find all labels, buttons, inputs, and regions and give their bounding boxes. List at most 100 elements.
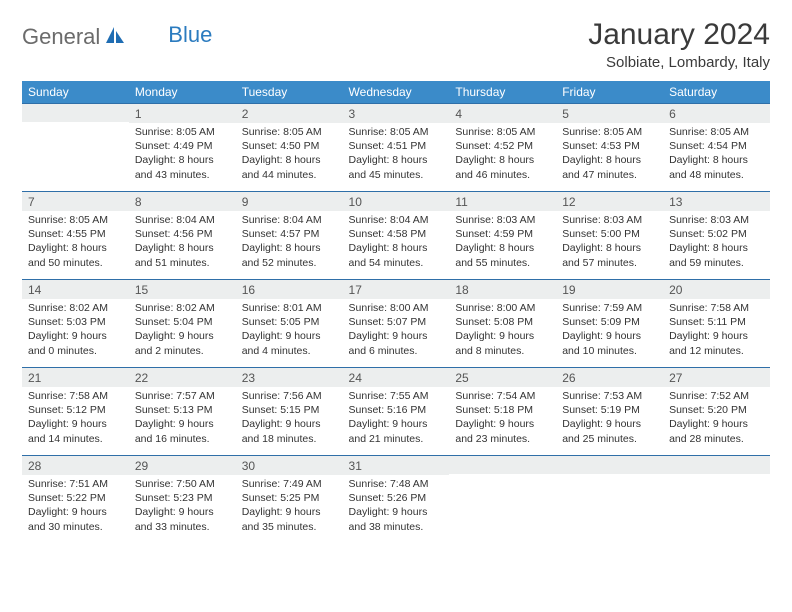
detail-line: and 33 minutes. — [135, 520, 230, 534]
logo: General Blue — [22, 18, 212, 50]
day-details: Sunrise: 8:00 AMSunset: 5:08 PMDaylight:… — [449, 299, 556, 362]
day-cell — [449, 456, 556, 544]
day-cell: 4Sunrise: 8:05 AMSunset: 4:52 PMDaylight… — [449, 104, 556, 192]
detail-line: Sunrise: 7:58 AM — [28, 389, 123, 403]
day-number: 31 — [343, 456, 450, 475]
detail-line: Sunrise: 8:00 AM — [455, 301, 550, 315]
week-row: 14Sunrise: 8:02 AMSunset: 5:03 PMDayligh… — [22, 280, 770, 368]
day-cell: 10Sunrise: 8:04 AMSunset: 4:58 PMDayligh… — [343, 192, 450, 280]
detail-line: and 45 minutes. — [349, 168, 444, 182]
day-number: 26 — [556, 368, 663, 387]
detail-line: Sunset: 4:55 PM — [28, 227, 123, 241]
detail-line: Sunrise: 7:59 AM — [562, 301, 657, 315]
day-details: Sunrise: 7:53 AMSunset: 5:19 PMDaylight:… — [556, 387, 663, 450]
detail-line: and 46 minutes. — [455, 168, 550, 182]
day-number: 23 — [236, 368, 343, 387]
detail-line: Sunset: 4:54 PM — [669, 139, 764, 153]
day-details: Sunrise: 7:48 AMSunset: 5:26 PMDaylight:… — [343, 475, 450, 538]
detail-line: Sunrise: 8:05 AM — [455, 125, 550, 139]
day-details: Sunrise: 8:03 AMSunset: 5:02 PMDaylight:… — [663, 211, 770, 274]
day-cell: 3Sunrise: 8:05 AMSunset: 4:51 PMDaylight… — [343, 104, 450, 192]
detail-line: Sunrise: 8:02 AM — [28, 301, 123, 315]
day-number: 11 — [449, 192, 556, 211]
day-details: Sunrise: 8:04 AMSunset: 4:57 PMDaylight:… — [236, 211, 343, 274]
detail-line: and 25 minutes. — [562, 432, 657, 446]
detail-line: and 44 minutes. — [242, 168, 337, 182]
detail-line: Daylight: 8 hours — [562, 241, 657, 255]
day-details: Sunrise: 8:01 AMSunset: 5:05 PMDaylight:… — [236, 299, 343, 362]
detail-line: Sunset: 4:50 PM — [242, 139, 337, 153]
detail-line: Sunrise: 7:53 AM — [562, 389, 657, 403]
detail-line: Sunset: 5:12 PM — [28, 403, 123, 417]
day-number: 17 — [343, 280, 450, 299]
day-details: Sunrise: 7:55 AMSunset: 5:16 PMDaylight:… — [343, 387, 450, 450]
detail-line: Sunrise: 7:49 AM — [242, 477, 337, 491]
detail-line: Sunset: 5:05 PM — [242, 315, 337, 329]
day-details: Sunrise: 7:49 AMSunset: 5:25 PMDaylight:… — [236, 475, 343, 538]
detail-line: Daylight: 9 hours — [135, 417, 230, 431]
day-number: 10 — [343, 192, 450, 211]
day-number — [449, 456, 556, 474]
detail-line: Sunrise: 8:05 AM — [562, 125, 657, 139]
day-cell: 17Sunrise: 8:00 AMSunset: 5:07 PMDayligh… — [343, 280, 450, 368]
detail-line: and 57 minutes. — [562, 256, 657, 270]
detail-line: Daylight: 8 hours — [242, 241, 337, 255]
detail-line: Sunrise: 8:04 AM — [135, 213, 230, 227]
day-cell: 11Sunrise: 8:03 AMSunset: 4:59 PMDayligh… — [449, 192, 556, 280]
day-cell: 21Sunrise: 7:58 AMSunset: 5:12 PMDayligh… — [22, 368, 129, 456]
page-header: General Blue January 2024 Solbiate, Lomb… — [22, 18, 770, 71]
day-number: 16 — [236, 280, 343, 299]
week-row: 1Sunrise: 8:05 AMSunset: 4:49 PMDaylight… — [22, 104, 770, 192]
detail-line: Daylight: 8 hours — [135, 153, 230, 167]
detail-line: Sunrise: 8:04 AM — [242, 213, 337, 227]
detail-line: and 50 minutes. — [28, 256, 123, 270]
detail-line: Sunrise: 7:48 AM — [349, 477, 444, 491]
detail-line: and 18 minutes. — [242, 432, 337, 446]
detail-line: and 54 minutes. — [349, 256, 444, 270]
day-cell: 9Sunrise: 8:04 AMSunset: 4:57 PMDaylight… — [236, 192, 343, 280]
day-number: 20 — [663, 280, 770, 299]
day-details: Sunrise: 8:02 AMSunset: 5:03 PMDaylight:… — [22, 299, 129, 362]
day-number — [556, 456, 663, 474]
detail-line: Sunset: 4:57 PM — [242, 227, 337, 241]
day-number: 24 — [343, 368, 450, 387]
day-number: 1 — [129, 104, 236, 123]
detail-line: Daylight: 9 hours — [562, 417, 657, 431]
detail-line: Sunrise: 8:00 AM — [349, 301, 444, 315]
day-details: Sunrise: 7:51 AMSunset: 5:22 PMDaylight:… — [22, 475, 129, 538]
day-cell: 8Sunrise: 8:04 AMSunset: 4:56 PMDaylight… — [129, 192, 236, 280]
day-number: 27 — [663, 368, 770, 387]
detail-line: Sunset: 4:51 PM — [349, 139, 444, 153]
detail-line: Sunset: 4:52 PM — [455, 139, 550, 153]
detail-line: and 28 minutes. — [669, 432, 764, 446]
day-cell: 14Sunrise: 8:02 AMSunset: 5:03 PMDayligh… — [22, 280, 129, 368]
title-block: January 2024 Solbiate, Lombardy, Italy — [588, 18, 770, 71]
detail-line: Daylight: 8 hours — [349, 153, 444, 167]
week-row: 28Sunrise: 7:51 AMSunset: 5:22 PMDayligh… — [22, 456, 770, 544]
location: Solbiate, Lombardy, Italy — [588, 54, 770, 71]
day-details: Sunrise: 7:59 AMSunset: 5:09 PMDaylight:… — [556, 299, 663, 362]
day-cell: 13Sunrise: 8:03 AMSunset: 5:02 PMDayligh… — [663, 192, 770, 280]
day-number: 19 — [556, 280, 663, 299]
detail-line: Sunrise: 8:02 AM — [135, 301, 230, 315]
detail-line: and 10 minutes. — [562, 344, 657, 358]
day-details: Sunrise: 8:05 AMSunset: 4:49 PMDaylight:… — [129, 123, 236, 186]
detail-line: Daylight: 9 hours — [669, 329, 764, 343]
day-cell: 2Sunrise: 8:05 AMSunset: 4:50 PMDaylight… — [236, 104, 343, 192]
detail-line: Sunset: 5:25 PM — [242, 491, 337, 505]
detail-line: Daylight: 9 hours — [562, 329, 657, 343]
detail-line: Daylight: 8 hours — [349, 241, 444, 255]
detail-line: Sunrise: 7:58 AM — [669, 301, 764, 315]
col-monday: Monday — [129, 81, 236, 104]
detail-line: Daylight: 8 hours — [669, 241, 764, 255]
day-cell: 27Sunrise: 7:52 AMSunset: 5:20 PMDayligh… — [663, 368, 770, 456]
day-cell: 22Sunrise: 7:57 AMSunset: 5:13 PMDayligh… — [129, 368, 236, 456]
detail-line: and 51 minutes. — [135, 256, 230, 270]
detail-line: and 38 minutes. — [349, 520, 444, 534]
day-number: 6 — [663, 104, 770, 123]
detail-line: and 23 minutes. — [455, 432, 550, 446]
detail-line: and 35 minutes. — [242, 520, 337, 534]
day-details: Sunrise: 8:02 AMSunset: 5:04 PMDaylight:… — [129, 299, 236, 362]
detail-line: and 2 minutes. — [135, 344, 230, 358]
detail-line: Sunrise: 7:50 AM — [135, 477, 230, 491]
